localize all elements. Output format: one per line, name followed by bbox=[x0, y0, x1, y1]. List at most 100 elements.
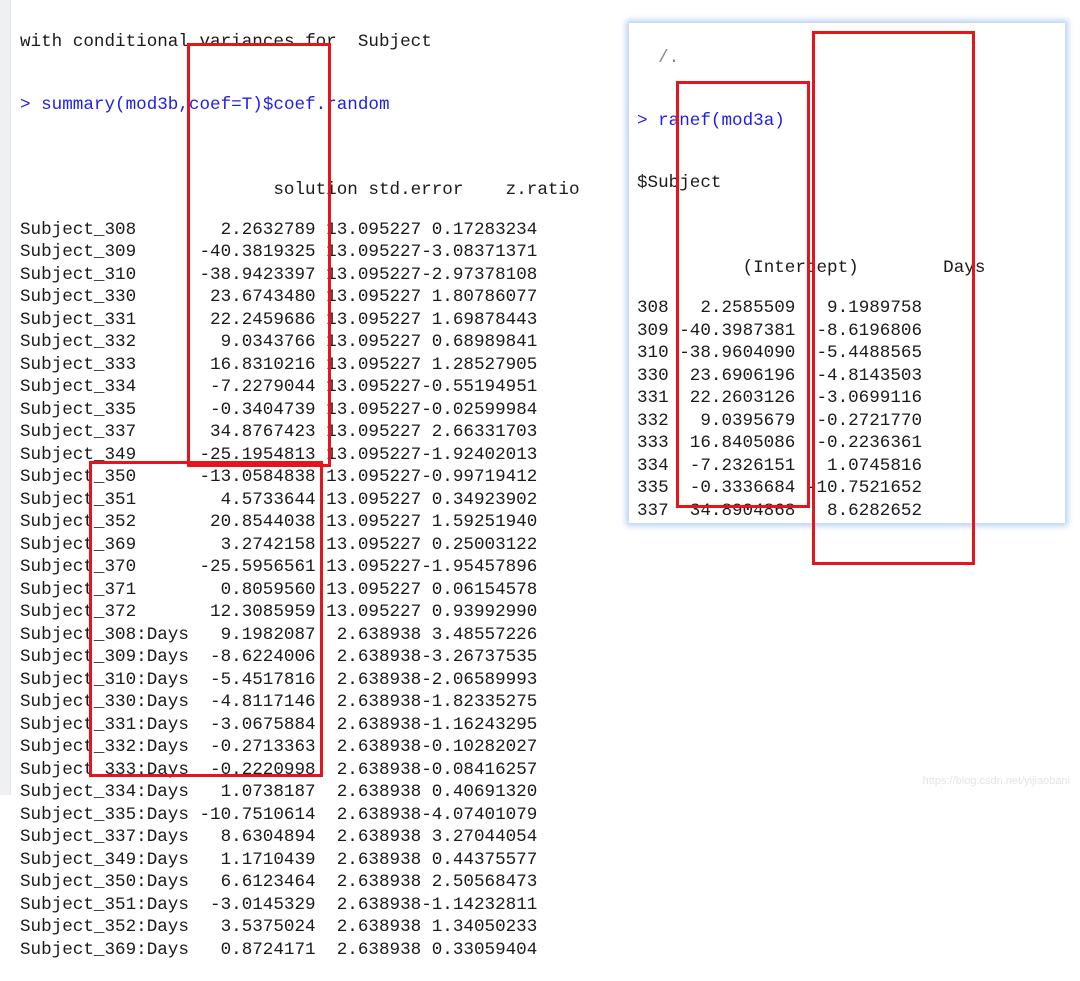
std-error-cell: 13.095227 bbox=[326, 602, 422, 622]
table-row: Subject_330:Days -4.8117146 2.638938-1.823… bbox=[20, 691, 580, 714]
row-name: Subject_332 bbox=[20, 332, 137, 352]
std-error-cell: 13.095227 bbox=[326, 534, 422, 555]
solution-cell: -25.5956561 bbox=[199, 557, 316, 577]
table-row: 335 -0.3336684 -10.7521652 bbox=[637, 477, 985, 500]
z-ratio-cell: 3.27044054 bbox=[431, 827, 538, 847]
table-row: Subject_350:Days 6.6123464 2.638938 2.50568… bbox=[20, 871, 580, 894]
row-name: Subject_333:Days bbox=[20, 759, 189, 780]
table-row: Subject_349:Days 1.1710439 2.638938 0.44375… bbox=[20, 849, 580, 872]
table-row: 310 -38.9604090 -5.4488565 bbox=[637, 342, 985, 365]
table-row: 331 22.2603126 -3.0699116 bbox=[637, 387, 985, 410]
row-name: Subject_337:Days bbox=[20, 827, 189, 847]
row-name: Subject_349 bbox=[20, 444, 137, 465]
solution-cell: 12.3085959 bbox=[210, 602, 316, 622]
std-error-cell: 13.095227 bbox=[326, 332, 422, 352]
z-ratio-cell: -0.08416257 bbox=[421, 759, 538, 780]
table-row: Subject_335 -0.3404739 13.095227-0.0259998… bbox=[20, 399, 580, 422]
watermark: https://blog.csdn.net/yijiaobani bbox=[922, 775, 1070, 787]
solution-cell: -3.0145329 bbox=[210, 894, 316, 915]
z-ratio-cell: 0.34923902 bbox=[431, 489, 538, 510]
table-row: Subject_330 23.6743480 13.095227 1.80786077 bbox=[20, 286, 580, 309]
std-error-cell: 13.095227 bbox=[326, 579, 422, 600]
z-ratio-cell: -1.14232811 bbox=[421, 894, 538, 915]
row-name: Subject_334 bbox=[20, 377, 137, 397]
table-row: Subject_308 2.2632789 13.095227 0.17283234 bbox=[20, 219, 580, 242]
solution-cell: 16.8310216 bbox=[210, 354, 316, 375]
row-name: Subject_308 bbox=[20, 219, 137, 240]
solution-cell: 1.0738187 bbox=[220, 782, 316, 802]
row-name: 349 bbox=[637, 522, 669, 523]
std-error-cell: 2.638938 bbox=[336, 782, 422, 802]
solution-cell: -40.3819325 bbox=[199, 242, 316, 262]
row-name: Subject_352:Days bbox=[20, 917, 189, 937]
z-ratio-cell: 1.80786077 bbox=[431, 287, 538, 307]
z-ratio-cell: 1.69878443 bbox=[431, 309, 538, 330]
row-name: Subject_310 bbox=[20, 264, 137, 285]
std-error-cell: 2.638938 bbox=[336, 624, 422, 645]
std-error-cell: 2.638938 bbox=[336, 827, 422, 847]
table-row: Subject_331:Days -3.0675884 2.638938-1.162… bbox=[20, 714, 580, 737]
row-name: Subject_330:Days bbox=[20, 692, 189, 712]
intercept-cell: -38.9604090 bbox=[679, 343, 796, 363]
right-console-output: /. > ranef(mod3a) $Subject (Intercept) Da… bbox=[637, 23, 985, 523]
table-row: Subject_332:Days -0.2713363 2.638938-0.102… bbox=[20, 736, 580, 759]
std-error-cell: 13.095227 bbox=[326, 287, 422, 307]
intercept-cell: 16.8405086 bbox=[689, 433, 796, 453]
z-ratio-cell: 0.93992990 bbox=[431, 602, 538, 622]
solution-cell: -7.2279044 bbox=[210, 377, 316, 397]
table-row: Subject_352 20.8544038 13.095227 1.59251940 bbox=[20, 511, 580, 534]
row-name: Subject_331 bbox=[20, 309, 137, 330]
console-command: > ranef(mod3a) bbox=[637, 110, 785, 131]
table-row: Subject_372 12.3085959 13.095227 0.93992990 bbox=[20, 601, 580, 624]
table-header: solution std.error z.ratio bbox=[20, 156, 579, 200]
row-name: 331 bbox=[637, 388, 669, 408]
table-row: Subject_333 16.8310216 13.095227 1.28527905 bbox=[20, 354, 580, 377]
solution-cell: -3.0675884 bbox=[210, 714, 316, 735]
row-name: Subject_369 bbox=[20, 534, 137, 555]
z-ratio-cell: -4.07401079 bbox=[421, 804, 538, 825]
row-name: 332 bbox=[637, 410, 669, 431]
row-name: Subject_370 bbox=[20, 557, 137, 577]
days-cell: -5.4488565 bbox=[816, 343, 923, 363]
solution-cell: 2.2632789 bbox=[220, 219, 316, 240]
z-ratio-cell: 0.33059404 bbox=[431, 939, 538, 960]
z-ratio-cell: 0.40691320 bbox=[431, 782, 538, 802]
intercept-cell: -40.3987381 bbox=[679, 320, 796, 341]
row-name: Subject_335 bbox=[20, 399, 137, 420]
table-row: 309 -40.3987381 -8.6196806 bbox=[637, 320, 985, 343]
table-row: Subject_309:Days -8.6224006 2.638938-3.267… bbox=[20, 646, 580, 669]
row-name: Subject_337 bbox=[20, 422, 137, 442]
row-name: Subject_335:Days bbox=[20, 804, 189, 825]
solution-cell: 20.8544038 bbox=[210, 512, 316, 532]
table-row: Subject_351:Days -3.0145329 2.638938-1.142… bbox=[20, 894, 580, 917]
solution-cell: -4.8117146 bbox=[210, 692, 316, 712]
row-name: Subject_372 bbox=[20, 602, 137, 622]
header-std-error: std.error bbox=[368, 179, 464, 200]
table-row: Subject_334:Days 1.0738187 2.638938 0.40691… bbox=[20, 781, 580, 804]
header-intercept: (Intercept) bbox=[742, 258, 859, 278]
solution-cell: 9.0343766 bbox=[220, 332, 316, 352]
table-row: 332 9.0395679 -0.2721770 bbox=[637, 410, 985, 433]
table-row: Subject_332 9.0343766 13.095227 0.68989841 bbox=[20, 331, 580, 354]
table-body: 308 2.2585509 9.1989758 309 -40.3987381 -8.61… bbox=[637, 297, 985, 523]
std-error-cell: 13.095227 bbox=[326, 219, 422, 240]
table-row: Subject_350 -13.0584838 13.095227-0.997194… bbox=[20, 466, 580, 489]
intercept-cell: -0.3336684 bbox=[689, 478, 796, 498]
std-error-cell: 13.095227 bbox=[326, 264, 422, 285]
table-row: Subject_309 -40.3819325 13.095227-3.083713… bbox=[20, 241, 580, 264]
solution-cell: -0.3404739 bbox=[210, 399, 316, 420]
solution-cell: -5.4517816 bbox=[210, 669, 316, 690]
table-row: Subject_333:Days -0.2220998 2.638938-0.084… bbox=[20, 759, 580, 782]
row-name: Subject_371 bbox=[20, 579, 137, 600]
std-error-cell: 2.638938 bbox=[336, 714, 422, 735]
row-name: Subject_351 bbox=[20, 489, 137, 510]
z-ratio-cell: 1.34050233 bbox=[431, 917, 538, 937]
z-ratio-cell: 0.17283234 bbox=[431, 219, 538, 240]
solution-cell: 3.2742158 bbox=[220, 534, 316, 555]
z-ratio-cell: -3.08371371 bbox=[421, 242, 538, 262]
intercept-cell: -7.2326151 bbox=[689, 455, 796, 476]
row-name: Subject_369:Days bbox=[20, 939, 189, 960]
solution-cell: 1.1710439 bbox=[220, 849, 316, 870]
z-ratio-cell: -1.82335275 bbox=[421, 692, 538, 712]
table-row: Subject_351 4.5733644 13.095227 0.34923902 bbox=[20, 489, 580, 512]
